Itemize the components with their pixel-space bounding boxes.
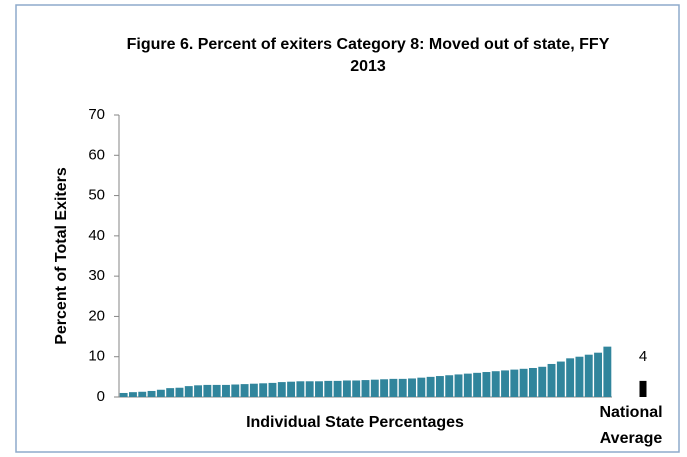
bar: [454, 374, 463, 397]
bar: [184, 386, 193, 397]
chart-title: Figure 6. Percent of exiters Category 8:…: [126, 36, 610, 75]
bar: [277, 382, 286, 397]
national-average-label: National Average: [599, 404, 663, 447]
bar: [342, 380, 351, 397]
y-tick-label: 40: [88, 227, 105, 244]
bar: [156, 389, 165, 397]
bar: [212, 384, 221, 397]
bar: [166, 388, 175, 397]
y-tick-label: 0: [97, 388, 105, 405]
bar: [491, 371, 500, 397]
bar: [398, 378, 407, 397]
bar: [435, 376, 444, 397]
bar: [417, 377, 426, 397]
bar: [315, 381, 323, 397]
y-tick-label: 70: [88, 106, 105, 123]
y-tick-label: 10: [88, 348, 105, 365]
y-tick-label: 20: [88, 307, 105, 324]
bar: [538, 366, 547, 397]
bar: [249, 383, 258, 397]
bar: [445, 375, 454, 397]
bar: [389, 378, 398, 397]
bar: [519, 368, 528, 397]
bar: [528, 367, 537, 397]
bar: [352, 380, 361, 397]
y-tick-label: 50: [88, 187, 105, 204]
bar: [128, 392, 137, 397]
bar: [463, 373, 472, 397]
y-tick-label: 30: [88, 267, 105, 284]
bar: [324, 380, 333, 397]
bar: [370, 379, 379, 397]
bar: [147, 390, 156, 397]
bar: [482, 372, 491, 397]
national-average-value: 4: [639, 348, 647, 365]
y-tick-label: 60: [88, 146, 105, 163]
x-axis-label: Individual State Percentages: [246, 414, 464, 431]
bar: [240, 384, 249, 397]
chart-border: [15, 4, 680, 453]
bar: [575, 356, 584, 397]
bar: [268, 382, 277, 397]
bar: [175, 387, 184, 397]
bar: [333, 380, 342, 397]
bar: [547, 363, 556, 397]
bar: [501, 370, 509, 397]
bar: [296, 381, 305, 397]
bar: [287, 381, 296, 397]
bar: [203, 384, 212, 397]
bar: [473, 372, 482, 397]
bar: [259, 383, 268, 397]
bar: [566, 358, 575, 397]
y-axis-label: Percent of Total Exiters: [53, 167, 70, 345]
bar: [584, 354, 593, 397]
bar: [639, 380, 647, 397]
bar: [603, 346, 612, 397]
bar: [361, 380, 370, 397]
bar: [222, 384, 230, 397]
bar: [426, 376, 435, 397]
bar: [380, 379, 389, 397]
bar: [138, 391, 147, 397]
bar: [408, 378, 416, 397]
bar: [119, 392, 128, 397]
bar: [305, 381, 314, 397]
bar: [556, 361, 565, 397]
bar: [594, 352, 603, 397]
bar: [231, 384, 240, 397]
bar: [510, 369, 519, 397]
bar: [194, 385, 203, 397]
